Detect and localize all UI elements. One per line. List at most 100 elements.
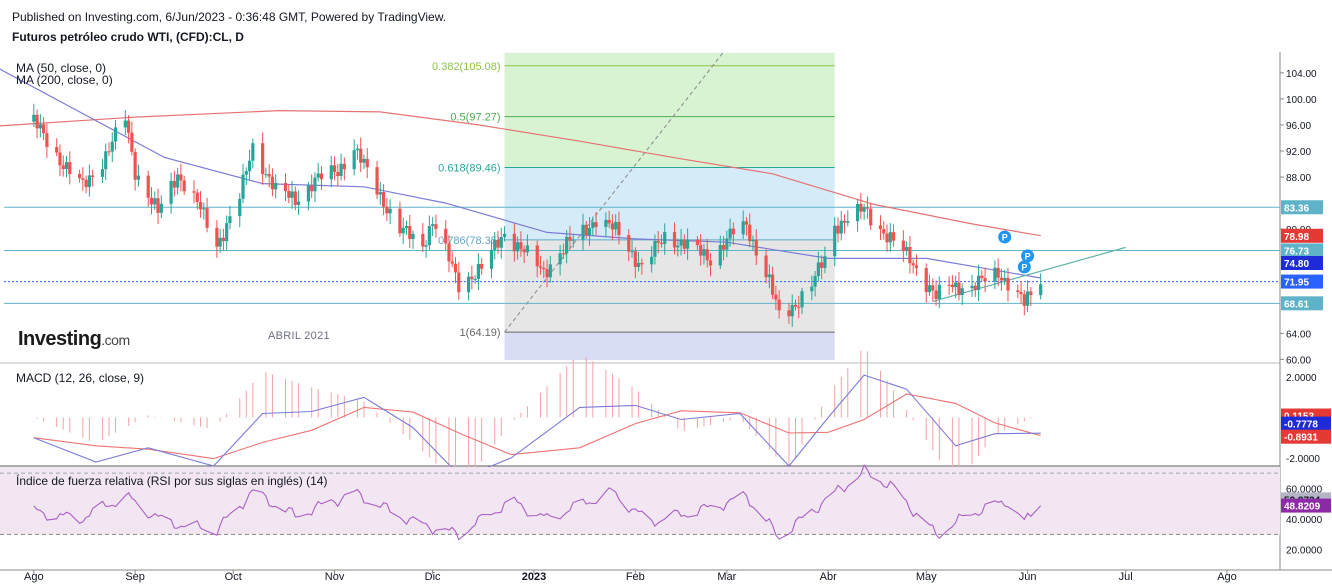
candle-body [774, 294, 778, 300]
candle-body [127, 120, 131, 133]
candle-body [342, 163, 346, 170]
candle-body [1025, 291, 1030, 306]
candle-body [107, 151, 111, 153]
candle-body [636, 262, 641, 267]
candle-body [901, 240, 905, 252]
candle-body [100, 169, 105, 177]
candle-body [695, 239, 700, 246]
candle-body [512, 233, 516, 252]
candle-body [607, 219, 611, 224]
fib-level-label: 0.618(89.46) [438, 163, 500, 175]
candle-body [672, 232, 677, 248]
candle-body [519, 242, 523, 250]
candle-body [68, 162, 72, 175]
candle-body [934, 290, 938, 299]
candle-body [911, 263, 915, 266]
time-axis-tick-label: Dic [425, 571, 441, 583]
macd-legend[interactable]: MACD (12, 26, close, 9) [16, 371, 145, 385]
candle-body [215, 227, 219, 247]
price-axis-tick-label: 92.00 [1286, 147, 1311, 158]
candle-body [839, 220, 843, 234]
candle-body [885, 233, 889, 243]
candle-body [686, 239, 690, 249]
candle-body [84, 179, 88, 188]
ma50-legend[interactable]: MA (50, close, 0) [16, 61, 107, 75]
candle-body [538, 266, 543, 268]
candle-body [764, 255, 768, 278]
price-badge-bg [1281, 256, 1323, 271]
candle-body [663, 232, 667, 244]
candle-body [195, 192, 199, 202]
candle-body [1003, 277, 1007, 281]
candle-body [640, 262, 644, 265]
candle-body [535, 245, 539, 267]
candle-body [444, 228, 448, 244]
candle-body [888, 232, 892, 243]
candle-body [247, 160, 252, 172]
price-axis-tick-label: 60.00 [1286, 355, 1311, 366]
candle-body [192, 191, 196, 193]
candle-body [146, 175, 150, 198]
candle-body [404, 225, 409, 228]
candle-body [545, 269, 549, 278]
fib-zone-gray [504, 239, 835, 333]
candle-body [241, 174, 245, 199]
candle-body [251, 143, 255, 161]
macd-signal-line [33, 393, 1041, 460]
candle-body [679, 239, 683, 246]
candle-body [457, 272, 461, 293]
candle-body [378, 192, 382, 195]
candle-body [55, 147, 59, 153]
candle-body [725, 238, 729, 250]
candle-body [32, 114, 36, 122]
pivot-marker-icon [1017, 260, 1031, 274]
candle-body [130, 132, 134, 152]
candle-body [862, 207, 866, 212]
candle-body [205, 208, 209, 228]
candle-body [548, 264, 552, 278]
candle-body [480, 263, 484, 269]
candle-body [77, 174, 82, 179]
candle-body [954, 282, 958, 288]
candle-body [996, 267, 1000, 278]
candle-body [287, 191, 291, 198]
candle-body [1029, 291, 1033, 296]
candle-body [973, 285, 977, 291]
candle-body [179, 174, 183, 181]
candle-body [113, 127, 118, 142]
candle-body [878, 225, 883, 230]
candle-body [882, 229, 886, 234]
candle-body [182, 180, 186, 192]
candle-body [61, 165, 65, 170]
candle-body [627, 235, 631, 252]
candle-body [914, 265, 919, 269]
rsi-band [0, 473, 1280, 535]
candle-body [793, 304, 798, 307]
macd-badge: -0.7778 [1284, 420, 1318, 431]
candle-body [38, 124, 42, 129]
macd-axis-tick-label: -2.0000 [1286, 454, 1320, 465]
candle-body [741, 221, 745, 235]
candle-body [836, 225, 840, 234]
candle-body [473, 278, 477, 280]
rsi-legend[interactable]: Índice de fuerza relativa (RSI por sus s… [16, 474, 328, 488]
candle-body [568, 236, 572, 241]
ma200-legend[interactable]: MA (200, close, 0) [16, 73, 113, 87]
candle-body [797, 306, 801, 308]
candle-body [306, 185, 311, 202]
candle-body [751, 239, 755, 242]
candle-body [375, 167, 379, 195]
macd-axis-tick-label: 2.0000 [1286, 373, 1317, 384]
rsi-badge-bg [1281, 498, 1331, 513]
candle-body [744, 221, 749, 225]
candle-body [810, 286, 814, 292]
candle-body [823, 256, 827, 268]
candle-body [123, 120, 127, 128]
candle-body [381, 192, 386, 207]
candle-body [42, 124, 46, 134]
candle-body [244, 171, 248, 175]
logo-suffix: .com [101, 332, 130, 348]
price-badge: 71.95 [1284, 278, 1309, 289]
candle-body [587, 227, 592, 236]
candle-body [869, 208, 873, 226]
